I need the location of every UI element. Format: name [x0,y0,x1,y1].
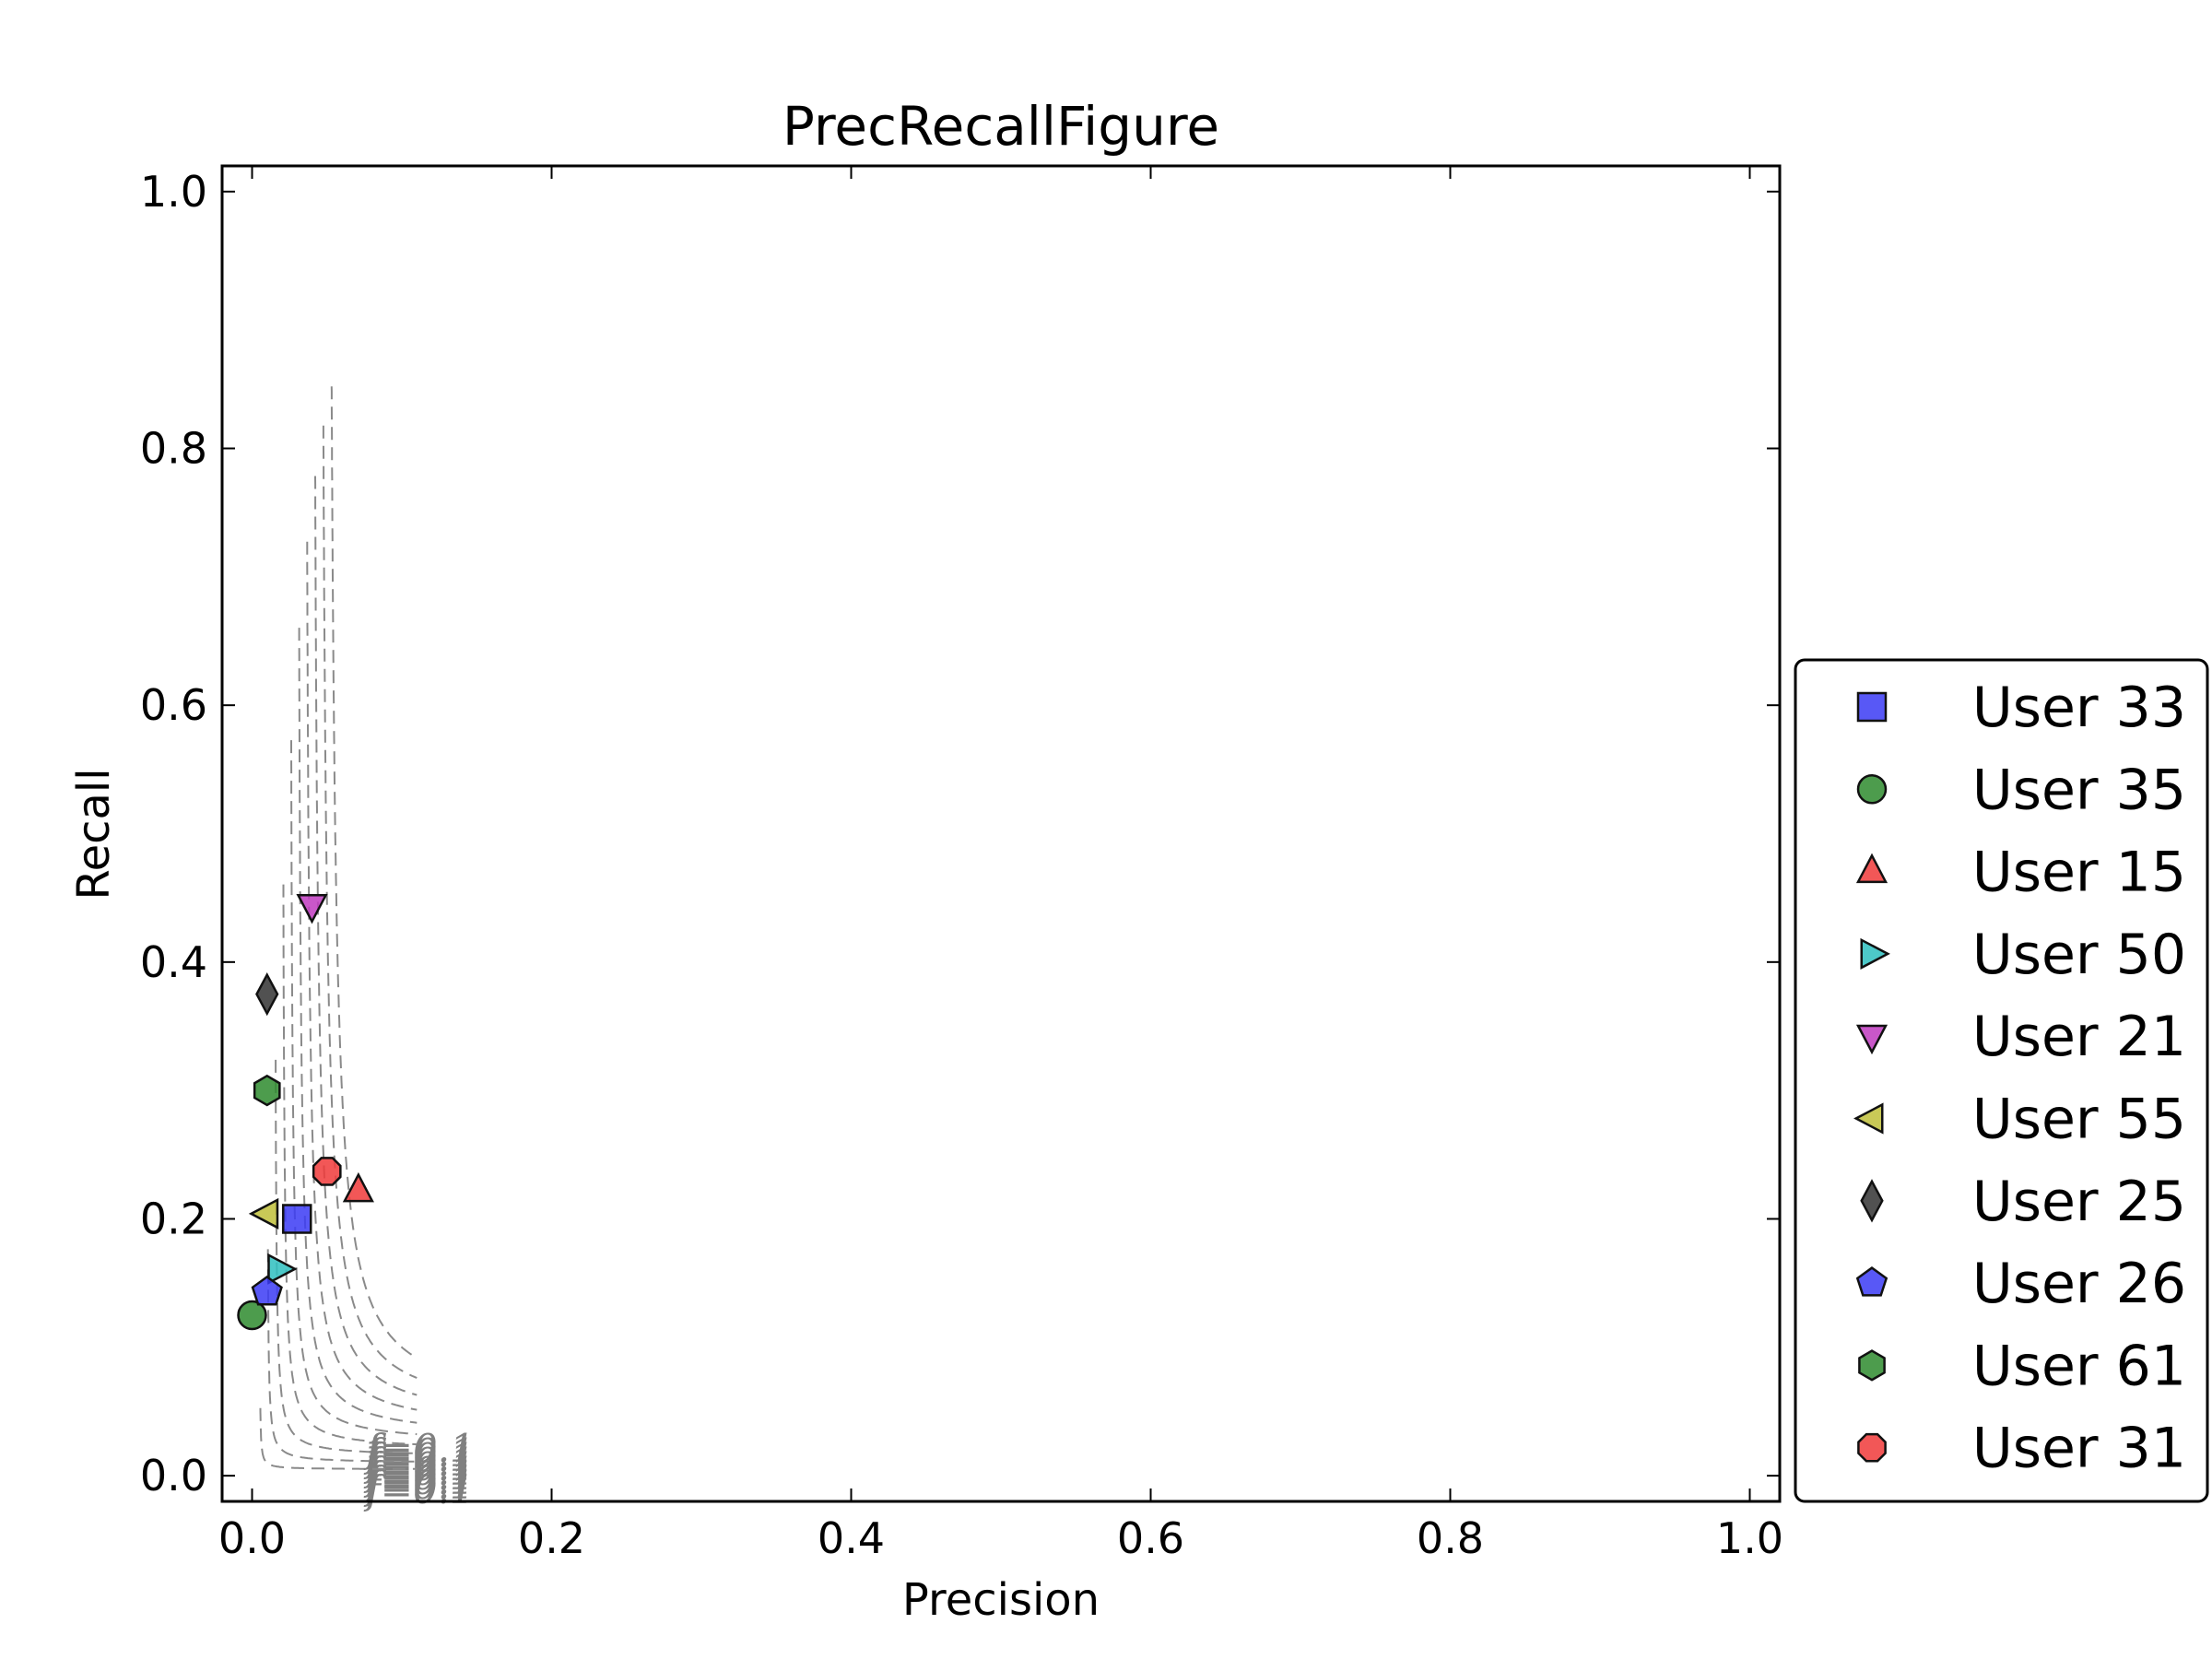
point-user-26 [251,1275,283,1306]
f-score-contour [330,386,418,1359]
legend-marker-user-21 [1855,1024,1888,1055]
f-score-contour [275,1059,418,1454]
contour-label: f=0.1 [363,1440,475,1485]
f-score-contour [282,884,418,1446]
legend-frame [1794,658,2209,1503]
legend-label: User 31 [1972,1417,2186,1481]
f-score-contour [259,1407,418,1470]
legend-marker-user-61 [1858,1349,1886,1382]
legend-marker-user-33 [1856,691,1888,723]
y-tick-label: 0.2 [140,1194,207,1243]
y-tick-label: 0.6 [140,680,207,730]
contour-label: f=0.1 [363,1449,475,1494]
point-user-31 [312,1157,342,1186]
x-tick-label: 0.2 [518,1513,585,1563]
contour-label: f=0.1 [363,1467,475,1512]
f-score-contour [266,1249,418,1463]
point-user-35 [237,1300,267,1331]
f-score-contour [306,541,418,1411]
f-score-contour [322,425,418,1379]
x-axis-label: Precision [902,1574,1100,1626]
f-score-contours: f=0.1f=0.1f=0.1f=0.1f=0.1f=0.1f=0.1f=0.1… [259,386,475,1512]
legend-label: User 33 [1972,676,2186,740]
legend-marker-user-55 [1853,1102,1884,1135]
legend-label: User 21 [1972,1005,2186,1069]
contour-label: f=0.1 [363,1426,475,1471]
legend-marker-user-25 [1860,1179,1884,1223]
x-tick-label: 0.8 [1417,1513,1484,1563]
contour-label: f=0.1 [363,1435,475,1480]
point-user-55 [248,1197,279,1230]
legend-marker-user-15 [1855,853,1888,884]
legend-label: User 35 [1972,758,2186,822]
plot-area-frame [220,164,1782,1503]
legend: User 33 User 35 User 15 User 50 User 21 User … [1794,658,2209,1503]
x-tick-label: 0.4 [818,1513,885,1563]
y-tick-label: 0.4 [140,937,207,987]
y-tick-label: 0.8 [140,424,207,474]
legend-label: User 55 [1972,1088,2186,1152]
legend-marker-user-26 [1855,1266,1888,1297]
y-tick-label: 1.0 [140,167,207,217]
contour-label: f=0.1 [363,1458,475,1503]
x-tick-label: 0.6 [1117,1513,1184,1563]
point-user-21 [296,894,328,924]
point-user-61 [253,1074,281,1107]
x-tick-label: 1.0 [1716,1513,1783,1563]
f-score-contour [290,740,418,1436]
x-tick-label: 0.0 [218,1513,286,1563]
legend-marker-user-50 [1860,937,1890,970]
point-user-25 [255,972,279,1017]
f-score-contour [314,476,418,1396]
point-user-33 [282,1204,312,1234]
legend-marker-user-35 [1856,774,1888,805]
data-points [237,894,374,1331]
legend-label: User 15 [1972,841,2186,905]
legend-label: User 50 [1972,923,2186,987]
chart-title: PrecRecallFigure [782,95,1219,158]
legend-label: User 26 [1972,1252,2186,1316]
legend-marker-user-31 [1857,1432,1887,1463]
legend-label: User 25 [1972,1170,2186,1234]
f-score-contour [298,628,418,1424]
axis-ticks: 0.0 0.2 0.4 0.6 0.8 1.0 0.0 0.2 0.4 0.6 0.8 1.0 [140,166,1783,1563]
legend-label: User 61 [1972,1334,2186,1398]
point-user-15 [342,1171,374,1203]
point-user-50 [267,1253,298,1285]
y-axis-label: Recall [68,768,120,900]
y-tick-label: 0.0 [140,1451,207,1500]
